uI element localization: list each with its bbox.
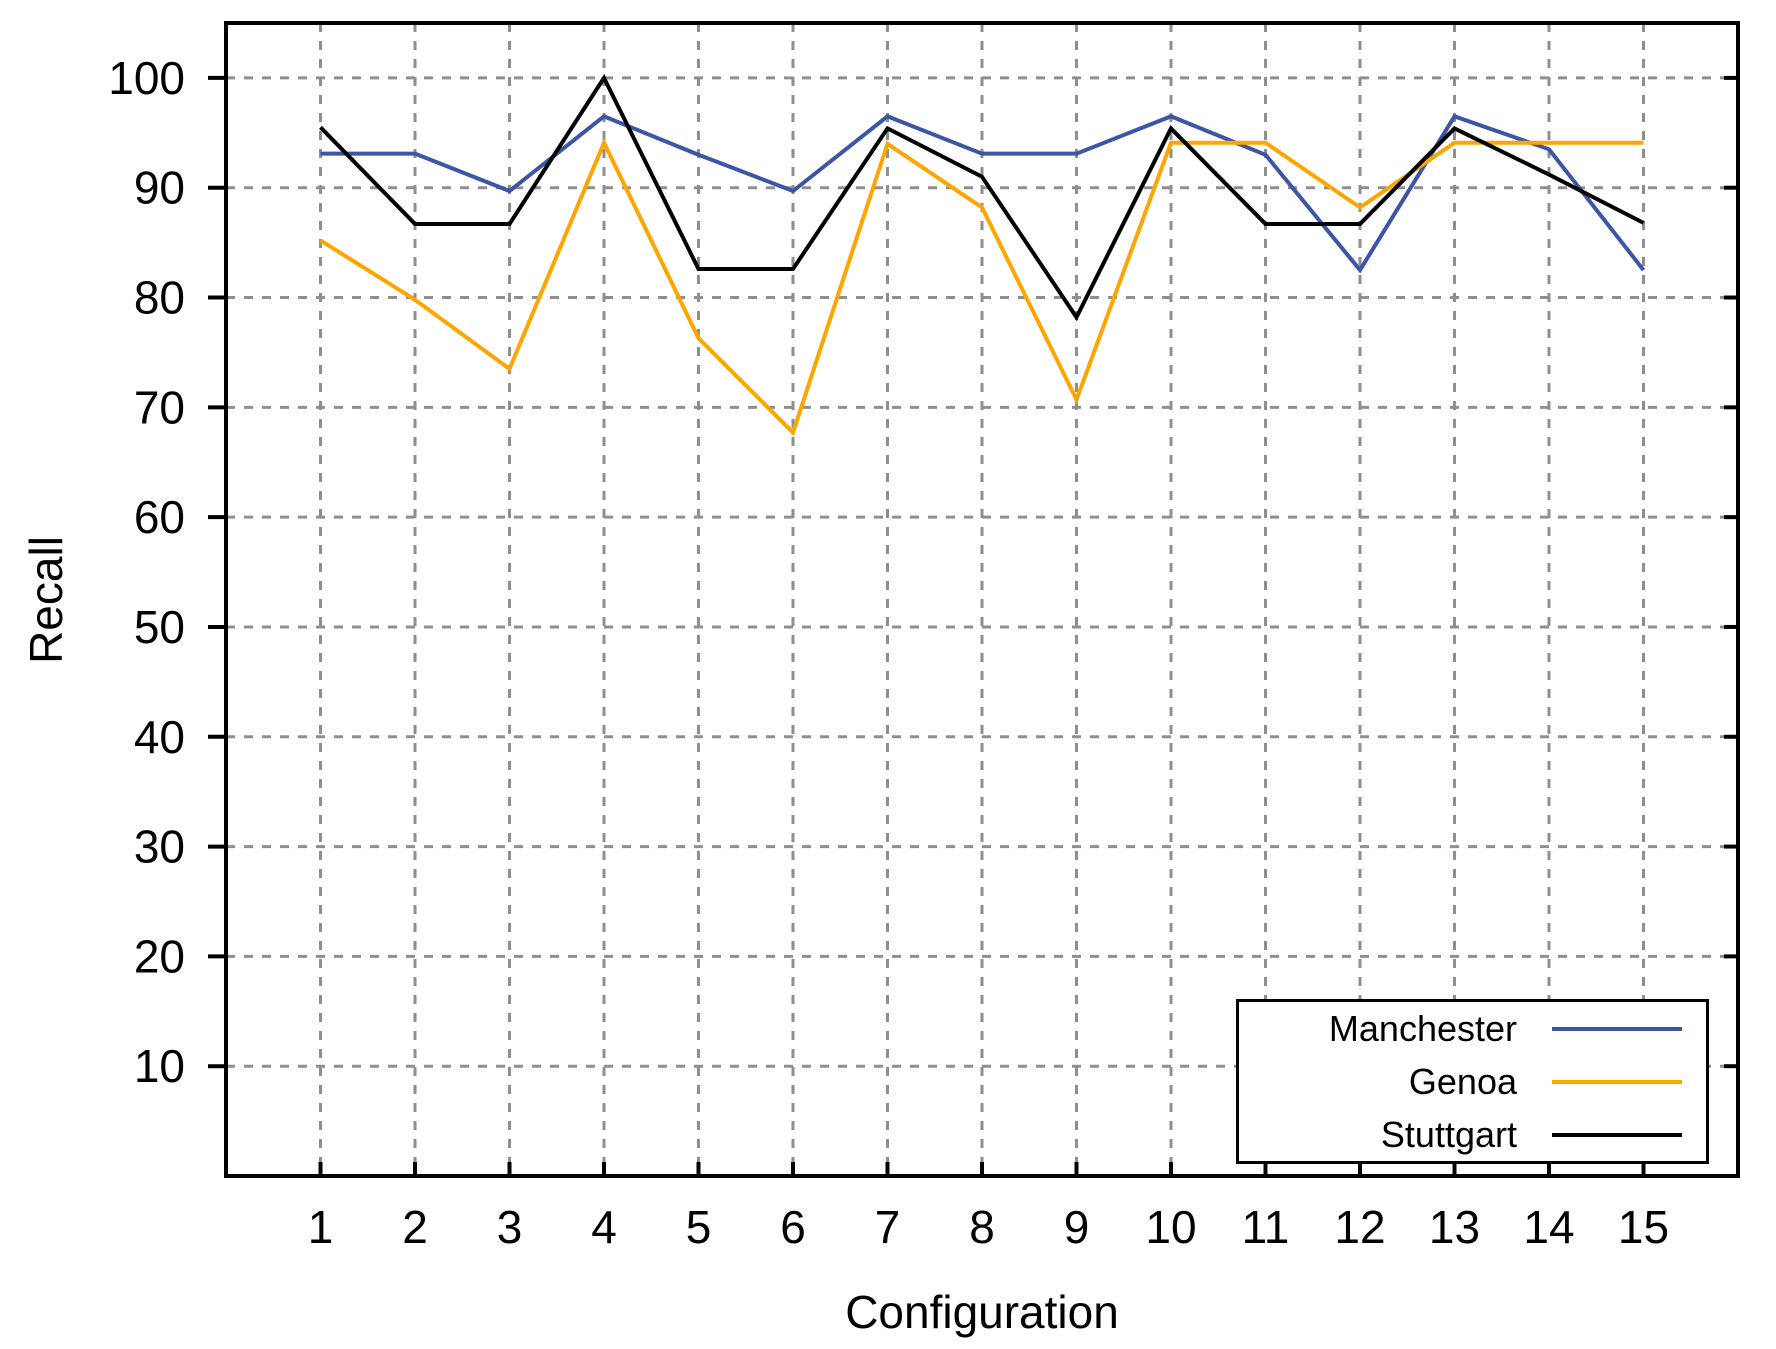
series-line-stuttgart bbox=[319, 73, 1645, 322]
y-tick-label: 10 bbox=[134, 1040, 185, 1092]
y-tick-label: 50 bbox=[134, 601, 185, 653]
y-tick-label: 80 bbox=[134, 272, 185, 324]
x-tick-label: 14 bbox=[1523, 1201, 1574, 1253]
x-axis-title: Configuration bbox=[845, 1286, 1119, 1338]
x-tick-label: 12 bbox=[1334, 1201, 1385, 1253]
x-tick-label: 6 bbox=[780, 1201, 806, 1253]
legend-label-genoa: Genoa bbox=[1408, 1060, 1517, 1102]
legend-label-stuttgart: Stuttgart bbox=[1380, 1113, 1517, 1155]
y-axis-title: Recall bbox=[20, 536, 72, 664]
legend-row-stuttgart: Stuttgart bbox=[1239, 1108, 1706, 1161]
x-tick-label: 4 bbox=[591, 1201, 617, 1253]
series-line-genoa bbox=[319, 137, 1644, 437]
plot-border bbox=[224, 21, 1740, 1178]
legend-line-sample-genoa bbox=[1552, 1079, 1682, 1084]
y-tick-label: 100 bbox=[108, 52, 185, 104]
x-tick-label: 2 bbox=[402, 1201, 428, 1253]
series-line-manchester bbox=[320, 113, 1646, 274]
legend-line-sample-manchester bbox=[1552, 1026, 1682, 1031]
y-tick-label: 70 bbox=[134, 381, 185, 433]
x-tick-label: 5 bbox=[686, 1201, 712, 1253]
legend: Manchester Genoa Stuttgart bbox=[1236, 999, 1709, 1164]
x-tick-label: 9 bbox=[1064, 1201, 1090, 1253]
y-tick-label: 40 bbox=[134, 711, 185, 763]
y-tick-label: 30 bbox=[134, 821, 185, 873]
legend-row-manchester: Manchester bbox=[1239, 1002, 1706, 1055]
x-tick-label: 13 bbox=[1429, 1201, 1480, 1253]
x-tick-label: 11 bbox=[1242, 1201, 1290, 1253]
legend-row-genoa: Genoa bbox=[1239, 1055, 1706, 1108]
legend-label-manchester: Manchester bbox=[1328, 1007, 1517, 1049]
x-tick-label: 3 bbox=[497, 1201, 523, 1253]
legend-line-sample-stuttgart bbox=[1552, 1132, 1682, 1137]
x-tick-label: 15 bbox=[1618, 1201, 1669, 1253]
x-tick-label: 8 bbox=[969, 1201, 995, 1253]
y-tick-label: 90 bbox=[134, 162, 185, 214]
y-tick-label: 20 bbox=[134, 930, 185, 982]
y-tick-label: 60 bbox=[134, 491, 185, 543]
x-tick-label: 7 bbox=[875, 1201, 901, 1253]
x-tick-label: 10 bbox=[1145, 1201, 1196, 1253]
x-tick-label: 1 bbox=[308, 1201, 334, 1253]
